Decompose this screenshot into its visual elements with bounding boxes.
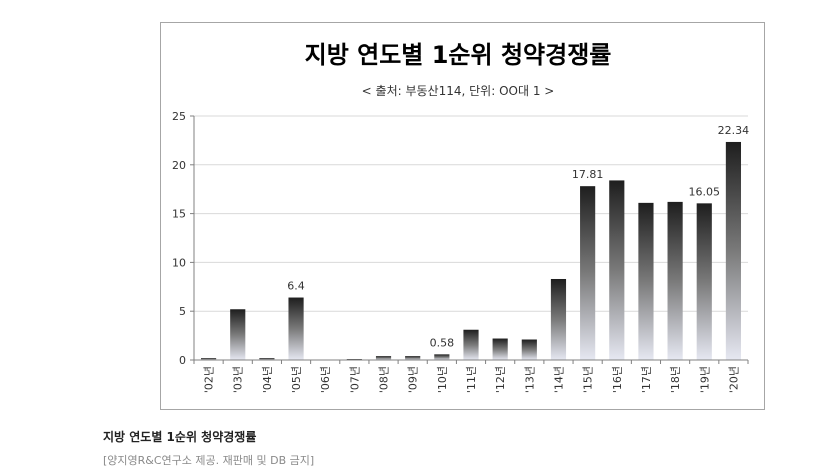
x-axis-ticks: '02년 '03년 '04년 '05년 '06년 '07년 '08년 '09년 '10년 '11년…: [193, 360, 749, 393]
chart-title: 지방 연도별 1순위 청약경쟁률: [305, 41, 612, 69]
bar: [667, 201, 683, 360]
y-tick-label: 20: [172, 159, 186, 172]
data-labels: 6.4 0.58 17.81 16.05 22.34: [287, 124, 749, 349]
x-tick-label: '08년: [378, 366, 391, 393]
bar: [638, 202, 654, 360]
chart-frame: 지방 연도별 1순위 청약경쟁률 < 출처: 부동산114, 단위: OO대 1…: [160, 22, 765, 410]
x-tick-label: '10년: [436, 366, 449, 393]
data-label: 0.58: [430, 336, 455, 349]
x-tick-label: '20년: [727, 366, 740, 393]
x-tick-label: '06년: [319, 366, 332, 393]
x-tick-label: '16년: [611, 366, 624, 393]
data-label: 17.81: [572, 168, 604, 181]
y-tick-label: 10: [172, 256, 186, 269]
bar: [434, 354, 450, 360]
x-tick-label: '02년: [203, 366, 216, 393]
x-tick-label: '09년: [407, 366, 420, 393]
x-tick-label: '04년: [261, 366, 274, 393]
data-label: 6.4: [287, 280, 305, 293]
x-tick-label: '07년: [348, 366, 361, 393]
x-tick-label: '15년: [582, 366, 595, 393]
y-tick-label: 25: [172, 110, 186, 123]
x-tick-label: '03년: [232, 366, 245, 393]
x-tick-label: '17년: [640, 366, 653, 393]
x-tick-label: '12년: [494, 366, 507, 393]
gridlines: [194, 115, 748, 312]
bar: [725, 141, 742, 360]
y-tick-label: 0: [179, 354, 186, 367]
x-tick-label: '11년: [465, 366, 478, 393]
x-tick-label: '05년: [290, 366, 303, 393]
chart-subtitle: < 출처: 부동산114, 단위: OO대 1 >: [362, 84, 555, 98]
bar-chart: 지방 연도별 1순위 청약경쟁률 < 출처: 부동산114, 단위: OO대 1…: [172, 41, 749, 393]
bar: [288, 297, 304, 360]
data-label: 16.05: [689, 185, 721, 198]
y-tick-label: 15: [172, 208, 186, 221]
x-tick-label: '19년: [698, 366, 711, 393]
bar: [609, 180, 625, 360]
bar: [696, 203, 712, 360]
bar: [200, 358, 217, 360]
x-tick-label: '13년: [523, 366, 536, 393]
x-tick-label: '14년: [552, 366, 565, 393]
bar: [405, 356, 421, 360]
bar: [230, 309, 246, 360]
bar: [259, 358, 275, 360]
caption-title: 지방 연도별 1순위 청약경쟁률: [103, 430, 257, 444]
bar: [463, 329, 479, 360]
y-axis-ticks: 0 5 10 15 20 25: [172, 110, 194, 367]
caption-note: [양지영R&C연구소 제공. 재판매 및 DB 금지]: [103, 454, 315, 467]
bar: [521, 339, 537, 360]
bars: [200, 141, 742, 360]
x-tick-label: '18년: [669, 366, 682, 393]
y-tick-label: 5: [179, 305, 186, 318]
bar: [580, 186, 596, 360]
bar: [550, 278, 567, 360]
data-label: 22.34: [718, 124, 750, 137]
bar: [375, 356, 392, 360]
bar: [492, 338, 508, 360]
